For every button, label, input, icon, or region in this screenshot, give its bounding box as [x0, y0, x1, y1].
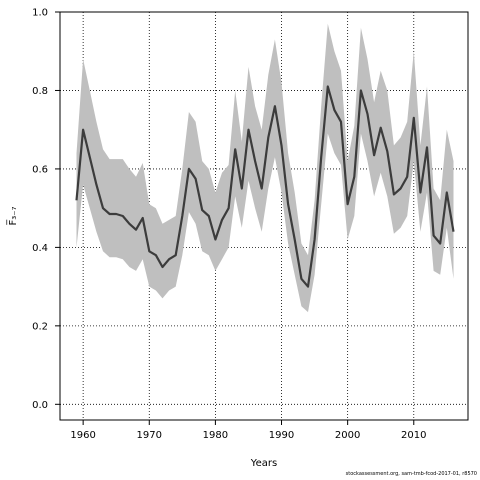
y-tick-label: 0.2 [32, 321, 48, 332]
y-axis-title: F̅₃₋₇ [6, 206, 19, 225]
x-tick-label: 1970 [137, 430, 162, 441]
y-tick-label: 0.6 [32, 164, 48, 175]
x-tick-label: 1960 [70, 430, 95, 441]
x-axis-title: Years [250, 458, 277, 469]
x-tick-label: 1980 [203, 430, 228, 441]
x-tick-label: 2000 [335, 430, 360, 441]
series-line [75, 85, 455, 288]
y-tick-label: 0.4 [32, 243, 48, 254]
plot-frame [59, 11, 469, 421]
y-tick-label: 0.8 [32, 86, 48, 97]
x-axis: 1960 1970 1980 1990 2000 2010 [70, 420, 427, 441]
y-axis: 0.0 0.2 0.4 0.6 0.8 1.0 [32, 8, 60, 411]
x-tick-label: 2010 [401, 430, 426, 441]
source-footnote: stockassessment.org, sam-tmb-fcod-2017-0… [345, 471, 477, 477]
y-tick-label: 0.0 [32, 400, 48, 411]
x-tick-label: 1990 [269, 430, 294, 441]
y-tick-label: 1.0 [32, 8, 48, 19]
